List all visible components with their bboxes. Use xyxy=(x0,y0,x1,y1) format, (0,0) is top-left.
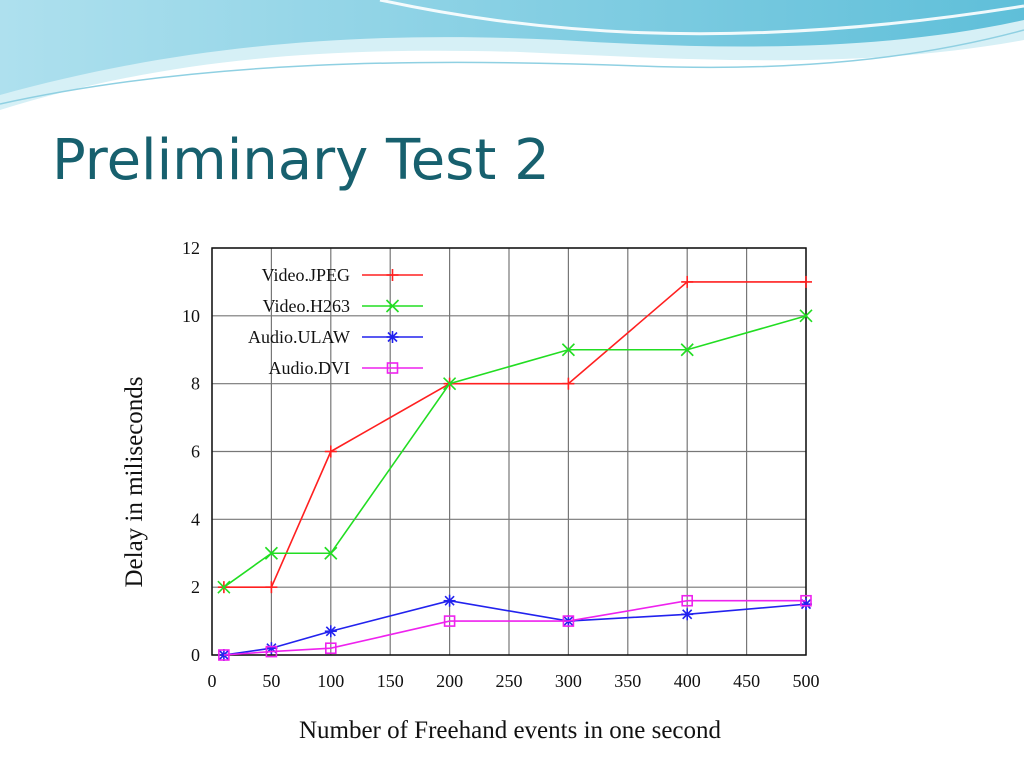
y-tick-label: 4 xyxy=(191,509,200,529)
data-point xyxy=(264,546,278,560)
x-axis-label: Number of Freehand events in one second xyxy=(299,717,722,744)
x-tick-label: 400 xyxy=(674,671,701,691)
x-tick-label: 200 xyxy=(436,671,463,691)
data-point xyxy=(680,343,694,357)
y-axis-label: Delay in miliseconds xyxy=(121,376,148,587)
data-point xyxy=(324,625,337,638)
legend-marker xyxy=(386,269,399,281)
data-point xyxy=(800,275,812,288)
legend-label: Video.JPEG xyxy=(262,265,350,285)
series xyxy=(217,275,813,661)
x-tick-label: 500 xyxy=(793,671,820,691)
y-tick-label: 0 xyxy=(191,645,200,665)
data-point xyxy=(218,649,230,661)
series-line-audio-ulaw xyxy=(223,599,807,656)
data-point xyxy=(325,642,337,655)
y-tick-label: 10 xyxy=(182,306,200,326)
data-point xyxy=(800,598,812,611)
data-point xyxy=(681,594,694,607)
axes: 0 50 100 150 200 250 300 350 400 450 500 0 2 4 6 8 10 12 xyxy=(182,238,820,691)
data-point xyxy=(324,445,337,458)
data-point xyxy=(217,580,231,594)
wave-front xyxy=(0,0,1024,95)
header-wave-decoration xyxy=(0,0,1024,110)
wave-line xyxy=(0,29,1024,105)
y-tick-label: 8 xyxy=(191,374,200,394)
line-chart: 0 50 100 150 200 250 300 350 400 450 500024681012 … xyxy=(121,238,820,744)
y-tick-label: 2 xyxy=(191,577,200,597)
data-point xyxy=(799,309,813,323)
x-tick-label: 150 xyxy=(377,671,404,691)
plot-frame xyxy=(211,247,807,656)
y-tick-label: 12 xyxy=(182,238,200,258)
x-tick-label: 350 xyxy=(614,671,641,691)
legend-marker xyxy=(386,362,399,374)
data-point xyxy=(681,608,694,621)
x-tick-label: 250 xyxy=(496,671,523,691)
data-point xyxy=(443,594,456,607)
data-point xyxy=(561,343,575,357)
legend: Video.JPEG Video.H263 Audio.ULAW Audio.DVI xyxy=(248,265,423,378)
slide-title: Preliminary Test 2 xyxy=(52,128,550,193)
x-tick-label: 50 xyxy=(262,671,280,691)
data-point xyxy=(562,377,575,390)
x-tick-label: 300 xyxy=(555,671,582,691)
data-point xyxy=(265,645,278,658)
legend-label: Audio.DVI xyxy=(269,358,351,378)
wave-highlight xyxy=(379,0,1024,36)
x-tick-label: 450 xyxy=(733,671,760,691)
data-point xyxy=(681,275,694,288)
x-tick-label: 0 xyxy=(208,671,217,691)
legend-marker xyxy=(385,299,400,313)
y-tick-label: 6 xyxy=(191,442,200,462)
data-point xyxy=(443,615,456,627)
legend-label: Video.H263 xyxy=(263,296,350,316)
data-point xyxy=(443,377,457,391)
legend-marker xyxy=(386,331,399,343)
x-tick-label: 100 xyxy=(317,671,344,691)
data-point xyxy=(562,615,575,627)
data-point xyxy=(324,546,338,560)
chart-panel: 0 50 100 150 200 250 300 350 400 450 500 0 2 4 6 8 10 12 … xyxy=(118,232,820,746)
series-line-audio-dvi xyxy=(223,599,806,656)
data-point xyxy=(800,594,812,607)
legend-label: Audio.ULAW xyxy=(248,327,350,347)
data-point xyxy=(265,581,278,594)
